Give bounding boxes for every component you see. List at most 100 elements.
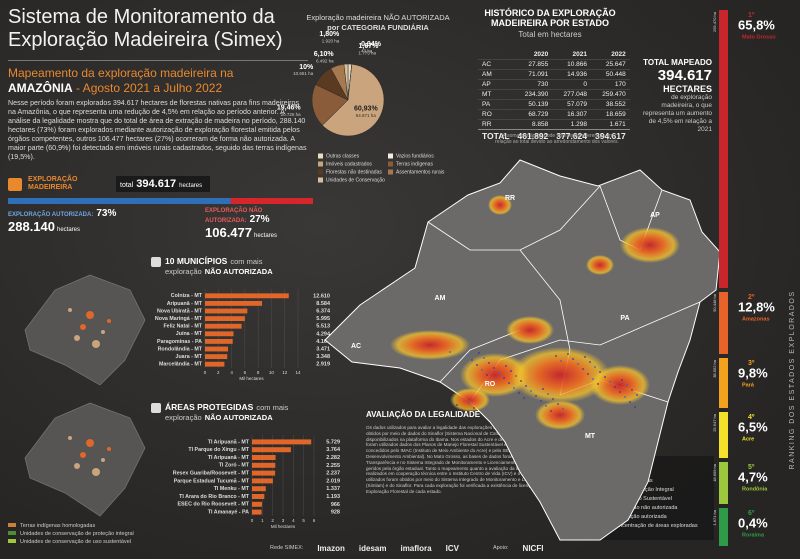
exploration-point	[592, 378, 594, 380]
rank-area: 38.552 ha	[712, 359, 717, 378]
value-label: 3.471	[316, 346, 330, 352]
bar	[252, 501, 262, 507]
pie-slice	[311, 84, 349, 126]
intro: Nesse período foram explorados 394.617 h…	[8, 99, 307, 161]
table-cell: 277.048	[563, 91, 588, 98]
part-share: 27%	[249, 214, 270, 225]
exploration-point	[466, 354, 468, 356]
exploration-point	[550, 410, 552, 412]
category-label: TI Aripuanã - MT	[208, 439, 250, 445]
x-tick-label: 10	[269, 370, 275, 375]
part-area-value: 106.477	[205, 225, 252, 240]
mini-spot	[86, 311, 94, 319]
state-label: MT	[585, 433, 596, 440]
exploration-point	[520, 380, 522, 382]
table-cell: 16.307	[567, 111, 588, 118]
part-area: 106.477 hectares	[205, 225, 315, 240]
pie-area-label: 10.651 ha	[293, 71, 314, 76]
exploration-point	[488, 362, 490, 364]
pie-area-label: 1.775 ha	[359, 50, 377, 55]
value-label: 1.193	[326, 494, 340, 500]
pie-value-label: 19,46%	[277, 105, 302, 112]
category-label: TI Menku - MT	[214, 486, 250, 492]
rank-area: 25.647 ha	[712, 413, 717, 432]
part-label-text: EXPLORAÇÃO NÃO AUTORIZADA:	[205, 208, 263, 224]
table-cell: 18.659	[605, 111, 626, 118]
table-cell: 68.729	[528, 111, 549, 118]
legend-label: Outras classes	[326, 153, 360, 159]
table-cell: 394.617	[595, 131, 626, 141]
region: AMAZÔNIA	[8, 81, 73, 95]
pie-area-label: 1.920 ha	[322, 38, 340, 43]
category-label: TI Arara do Rio Branco - MT	[179, 494, 250, 500]
mini-legend-text: Unidades de conservação de proteção inte…	[20, 531, 134, 537]
table-cell: 25.647	[605, 61, 626, 68]
state-label: PA	[620, 315, 629, 322]
value-label: 3.764	[326, 447, 341, 453]
pie-title: Exploração madeireira NÃO AUTORIZADA	[306, 13, 449, 22]
exploration-point	[530, 390, 532, 392]
history-table: 2020 2021 2022 AC 27.855 10.866 25.647 AM 71.091…	[478, 50, 630, 142]
subtitle-text: Mapeamento da exploração madeireira na	[8, 66, 234, 80]
category-label: Nova Maringá - MT	[155, 316, 203, 322]
title-icon	[151, 403, 161, 413]
icon	[8, 178, 22, 191]
share-bar	[230, 198, 313, 204]
title-em: NÃO AUTORIZADA	[205, 267, 273, 276]
part-unit: hectares	[57, 227, 81, 233]
x-tick-label: 2	[271, 518, 274, 523]
pie-area-label: 64.871 ha	[356, 113, 377, 118]
table-row: AP 730 0 170	[478, 79, 630, 90]
exploration-point	[547, 393, 549, 395]
exploration-point	[523, 397, 525, 399]
exploration-point	[476, 364, 478, 366]
pie-value-label: 6,10%	[314, 51, 335, 58]
table-cell: 259.470	[602, 91, 626, 98]
swatch	[8, 531, 16, 535]
rank-position: 2º	[748, 294, 755, 301]
category-label: TI Zoró - MT	[219, 463, 250, 469]
mini-spot	[80, 324, 86, 330]
table-title: HISTÓRICO DA EXPLORAÇÃO	[484, 8, 616, 18]
part-label: EXPLORAÇÃO NÃO AUTORIZADA: 27%	[205, 208, 315, 225]
chart-title-2: exploração NÃO AUTORIZADA	[165, 267, 273, 276]
pie-value-label: 60,93%	[354, 105, 379, 112]
pie-value-label: 0,04%	[361, 41, 382, 48]
part-area: 288.140 hectares	[8, 219, 118, 234]
table-cell: 57.079	[567, 101, 588, 108]
swatch	[8, 539, 16, 543]
bar	[205, 323, 242, 329]
table-cell: 50.448	[605, 71, 626, 78]
mini-spot	[74, 463, 80, 469]
exploration-point	[451, 399, 453, 401]
rank-share: 4,7%	[738, 469, 768, 484]
table-cell: TOTAL	[482, 131, 510, 141]
table-row: RR 8.858 1.298 1.671	[478, 119, 630, 130]
rank-state: Rondônia	[742, 486, 768, 492]
x-tick-label: 0	[204, 370, 207, 375]
exploration-point	[498, 372, 500, 374]
state-label: AP	[650, 212, 660, 219]
table-cell: 0	[583, 81, 588, 88]
value-label: 2.019	[326, 478, 340, 484]
exploration-point	[535, 395, 537, 397]
bar	[252, 470, 276, 476]
rank-share: 65,8%	[738, 17, 775, 32]
summary-parts: EXPLORAÇÃO AUTORIZADA: 73% 288.140 hectares…	[8, 208, 313, 242]
title-bold: ÁREAS PROTEGIDAS	[165, 402, 254, 412]
mini-spot	[92, 468, 100, 476]
heat-spot	[488, 195, 512, 215]
mini-spot	[74, 335, 80, 341]
value-label: 4.294	[316, 331, 331, 337]
exploration-point	[478, 352, 480, 354]
table-cell: AP	[482, 81, 491, 88]
rank-position: 1º	[748, 12, 755, 19]
exploration-point	[486, 374, 488, 376]
pie-value-label: 1,67%	[359, 43, 380, 50]
category-label: Juína - MT	[176, 331, 203, 337]
exploration-point	[577, 363, 579, 365]
legend-label: Florestas não destinadas	[326, 169, 382, 175]
exploration-point	[468, 402, 470, 404]
column-header: 2022	[611, 51, 626, 58]
